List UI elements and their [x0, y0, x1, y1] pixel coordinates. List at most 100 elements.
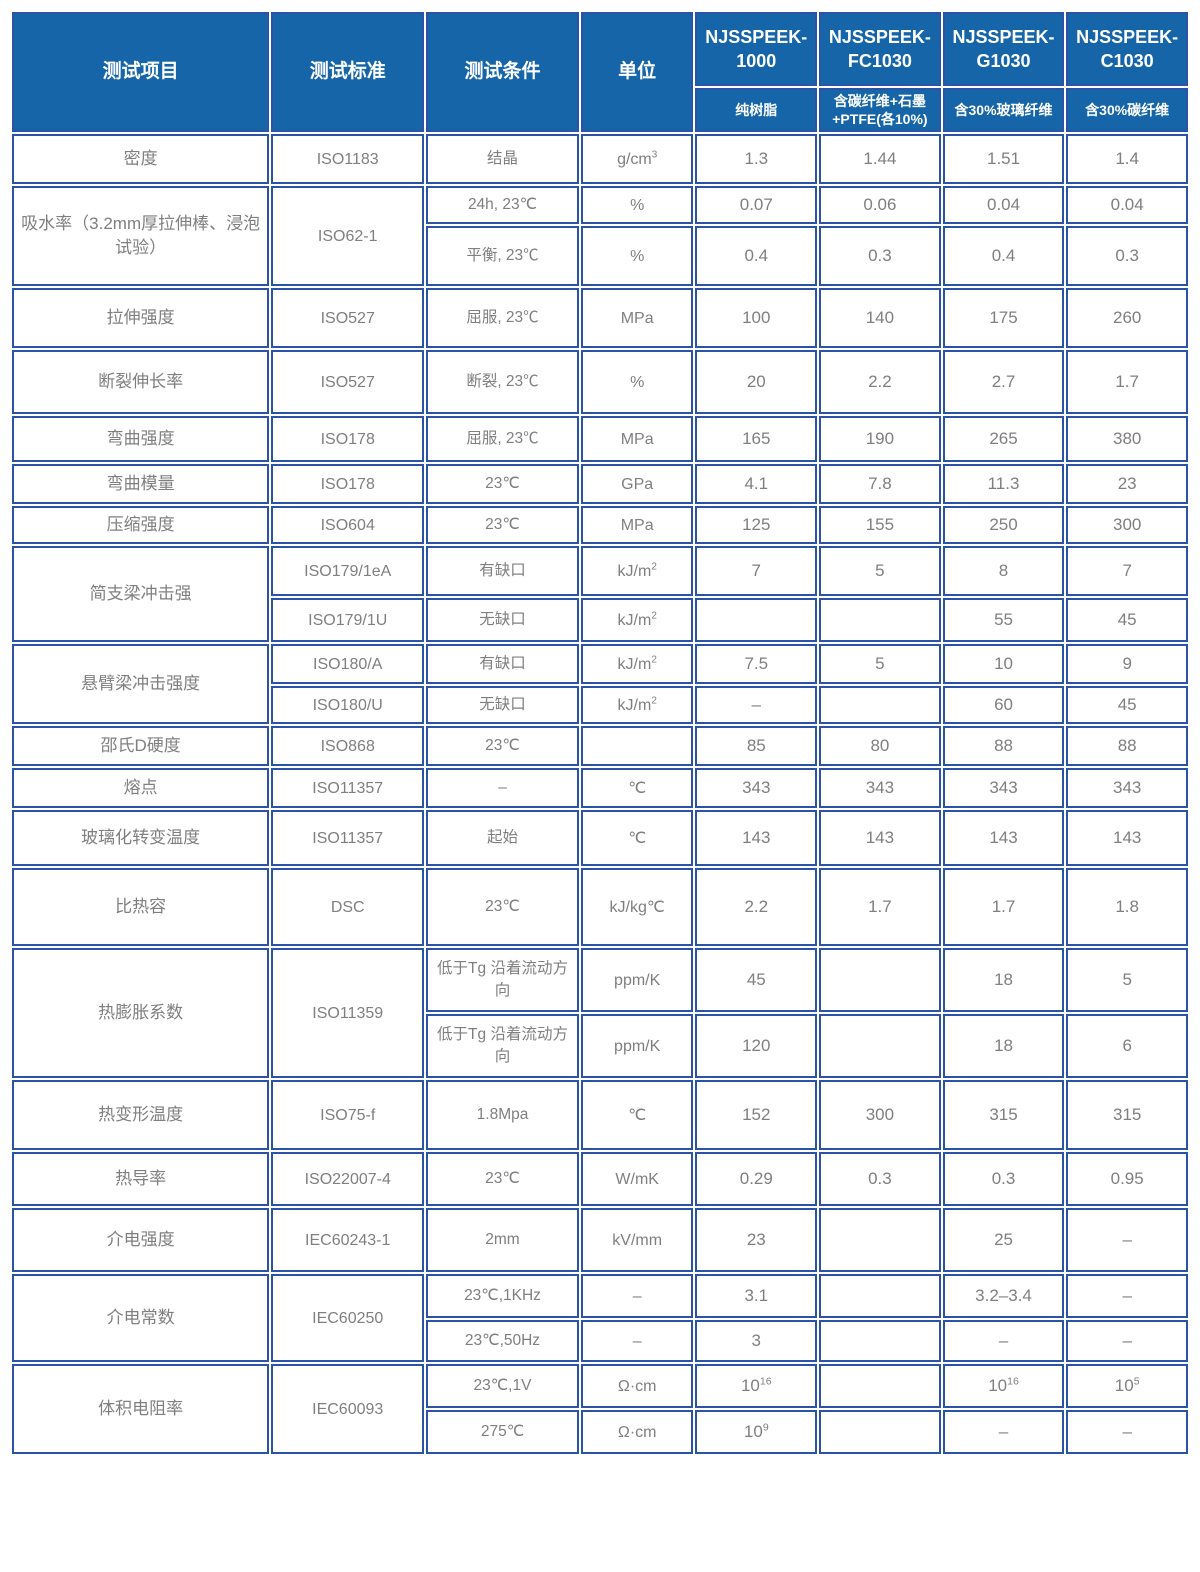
value-cell: 0.04 [1066, 186, 1188, 225]
table-row: ISO179/1U 无缺口 kJ/m2 55 45 [12, 598, 1188, 643]
condition-cell: 起始 [426, 810, 579, 867]
value-cell: – [1066, 1320, 1188, 1363]
test-item-cell: 热膨胀系数 [12, 948, 270, 1079]
unit-cell: MPa [580, 506, 694, 545]
value-cell: 10 [942, 644, 1065, 685]
condition-cell: 屈服, 23℃ [426, 288, 579, 349]
standard-cell: ISO11357 [271, 810, 425, 867]
value-cell: – [695, 686, 818, 725]
unit-cell: g/cm3 [580, 134, 694, 185]
unit-cell [580, 726, 694, 767]
standard-cell: ISO179/1U [271, 598, 425, 643]
test-item-cell: 介电强度 [12, 1208, 270, 1273]
table-row: ISO180/U 无缺口 kJ/m2 – 60 45 [12, 686, 1188, 725]
value-cell: – [1066, 1208, 1188, 1273]
value-cell: 11.3 [942, 464, 1065, 505]
condition-cell: 断裂, 23℃ [426, 350, 579, 415]
unit-cell: % [580, 226, 694, 287]
condition-cell: 23℃ [426, 506, 579, 545]
table-row: 玻璃化转变温度 ISO11357 起始 ℃ 143 143 143 143 [12, 810, 1188, 867]
table-row: 悬臂梁冲击强度 ISO180/A 有缺口 kJ/m2 7.5 5 10 9 [12, 644, 1188, 725]
header-row-models: 测试项目 测试标准 测试条件 单位 NJSSPEEK-1000 NJSSPEEK… [12, 12, 1188, 133]
standard-cell: ISO1183 [271, 134, 425, 185]
value-cell: 343 [819, 768, 941, 809]
condition-cell: 有缺口 [426, 644, 579, 685]
unit-cell: Ω·cm [580, 1410, 694, 1455]
value-cell [695, 598, 818, 643]
table-row: 平衡, 23℃ % 0.4 0.3 0.4 0.3 [12, 226, 1188, 287]
unit-cell: kJ/m2 [580, 598, 694, 643]
unit-cell: ppm/K [580, 1014, 694, 1079]
value-cell: – [942, 1410, 1065, 1455]
value-cell: 190 [819, 416, 941, 463]
condition-cell: 屈服, 23℃ [426, 416, 579, 463]
table-row: 热膨胀系数 ISO11359 低于Tg 沿着流动方向 ppm/K 45 18 5 [12, 948, 1188, 1079]
condition-cell: 23℃,50Hz [426, 1320, 579, 1363]
condition-cell: 2mm [426, 1208, 579, 1273]
product-model: NJSSPEEK-C1030 [1066, 12, 1188, 86]
value-cell: 1.7 [819, 868, 941, 947]
test-item-cell: 简支梁冲击强 [12, 546, 270, 643]
value-cell: 143 [1066, 810, 1188, 867]
value-cell: 80 [819, 726, 941, 767]
value-cell: 250 [942, 506, 1065, 545]
value-cell: 2.2 [695, 868, 818, 947]
value-cell: 45 [1066, 686, 1188, 725]
value-cell: 0.07 [695, 186, 818, 225]
value-cell: 6 [1066, 1014, 1188, 1079]
table-row: 邵氏D硬度 ISO868 23℃ 85 80 88 88 [12, 726, 1188, 767]
condition-cell: 23℃ [426, 868, 579, 947]
test-item-cell: 介电常数 [12, 1274, 270, 1363]
value-cell: 8 [942, 546, 1065, 597]
material-properties-table: 测试项目 测试标准 测试条件 单位 NJSSPEEK-1000 NJSSPEEK… [10, 10, 1190, 1456]
unit-cell: kJ/m2 [580, 644, 694, 685]
table-row: 拉伸强度 ISO527 屈服, 23℃ MPa 100 140 175 260 [12, 288, 1188, 349]
unit-cell: kJ/kg℃ [580, 868, 694, 947]
value-cell: 0.3 [942, 1152, 1065, 1207]
table-row: 热导率 ISO22007-4 23℃ W/mK 0.29 0.3 0.3 0.9… [12, 1152, 1188, 1207]
condition-cell: 结晶 [426, 134, 579, 185]
table-row: 比热容 DSC 23℃ kJ/kg℃ 2.2 1.7 1.7 1.8 [12, 868, 1188, 947]
value-cell: 105 [1066, 1364, 1188, 1409]
value-cell: 3 [695, 1320, 818, 1363]
value-cell: 1.8 [1066, 868, 1188, 947]
value-cell [819, 1014, 941, 1079]
value-cell: – [942, 1320, 1065, 1363]
product-desc: 含30%玻璃纤维 [942, 88, 1065, 133]
unit-cell: – [580, 1320, 694, 1363]
condition-cell: 1.8Mpa [426, 1080, 579, 1151]
standard-cell: ISO527 [271, 288, 425, 349]
value-cell: 315 [942, 1080, 1065, 1151]
value-cell: 260 [1066, 288, 1188, 349]
value-cell: 100 [695, 288, 818, 349]
table-row: 密度 ISO1183 结晶 g/cm3 1.3 1.44 1.51 1.4 [12, 134, 1188, 185]
unit-cell: Ω·cm [580, 1364, 694, 1409]
value-cell: 125 [695, 506, 818, 545]
value-cell: 265 [942, 416, 1065, 463]
header-test-item: 测试项目 [12, 12, 270, 133]
value-cell: 140 [819, 288, 941, 349]
standard-cell: ISO178 [271, 464, 425, 505]
header-unit: 单位 [580, 12, 694, 133]
value-cell: 23 [1066, 464, 1188, 505]
condition-cell: 23℃,1V [426, 1364, 579, 1409]
value-cell: 1.51 [942, 134, 1065, 185]
value-cell: 7 [695, 546, 818, 597]
condition-cell: 无缺口 [426, 686, 579, 725]
value-cell: 155 [819, 506, 941, 545]
standard-cell: ISO178 [271, 416, 425, 463]
value-cell: 300 [1066, 506, 1188, 545]
standard-cell: IEC60243-1 [271, 1208, 425, 1273]
standard-cell: ISO22007-4 [271, 1152, 425, 1207]
test-item-cell: 弯曲模量 [12, 464, 270, 505]
product-desc: 含30%碳纤维 [1066, 88, 1188, 133]
test-item-cell: 热导率 [12, 1152, 270, 1207]
value-cell: 23 [695, 1208, 818, 1273]
test-item-cell: 拉伸强度 [12, 288, 270, 349]
value-cell [819, 948, 941, 1013]
value-cell: 143 [695, 810, 818, 867]
value-cell: – [1066, 1274, 1188, 1319]
value-cell: 20 [695, 350, 818, 415]
table-row: 低于Tg 沿着流动方向 ppm/K 120 18 6 [12, 1014, 1188, 1079]
value-cell: 152 [695, 1080, 818, 1151]
